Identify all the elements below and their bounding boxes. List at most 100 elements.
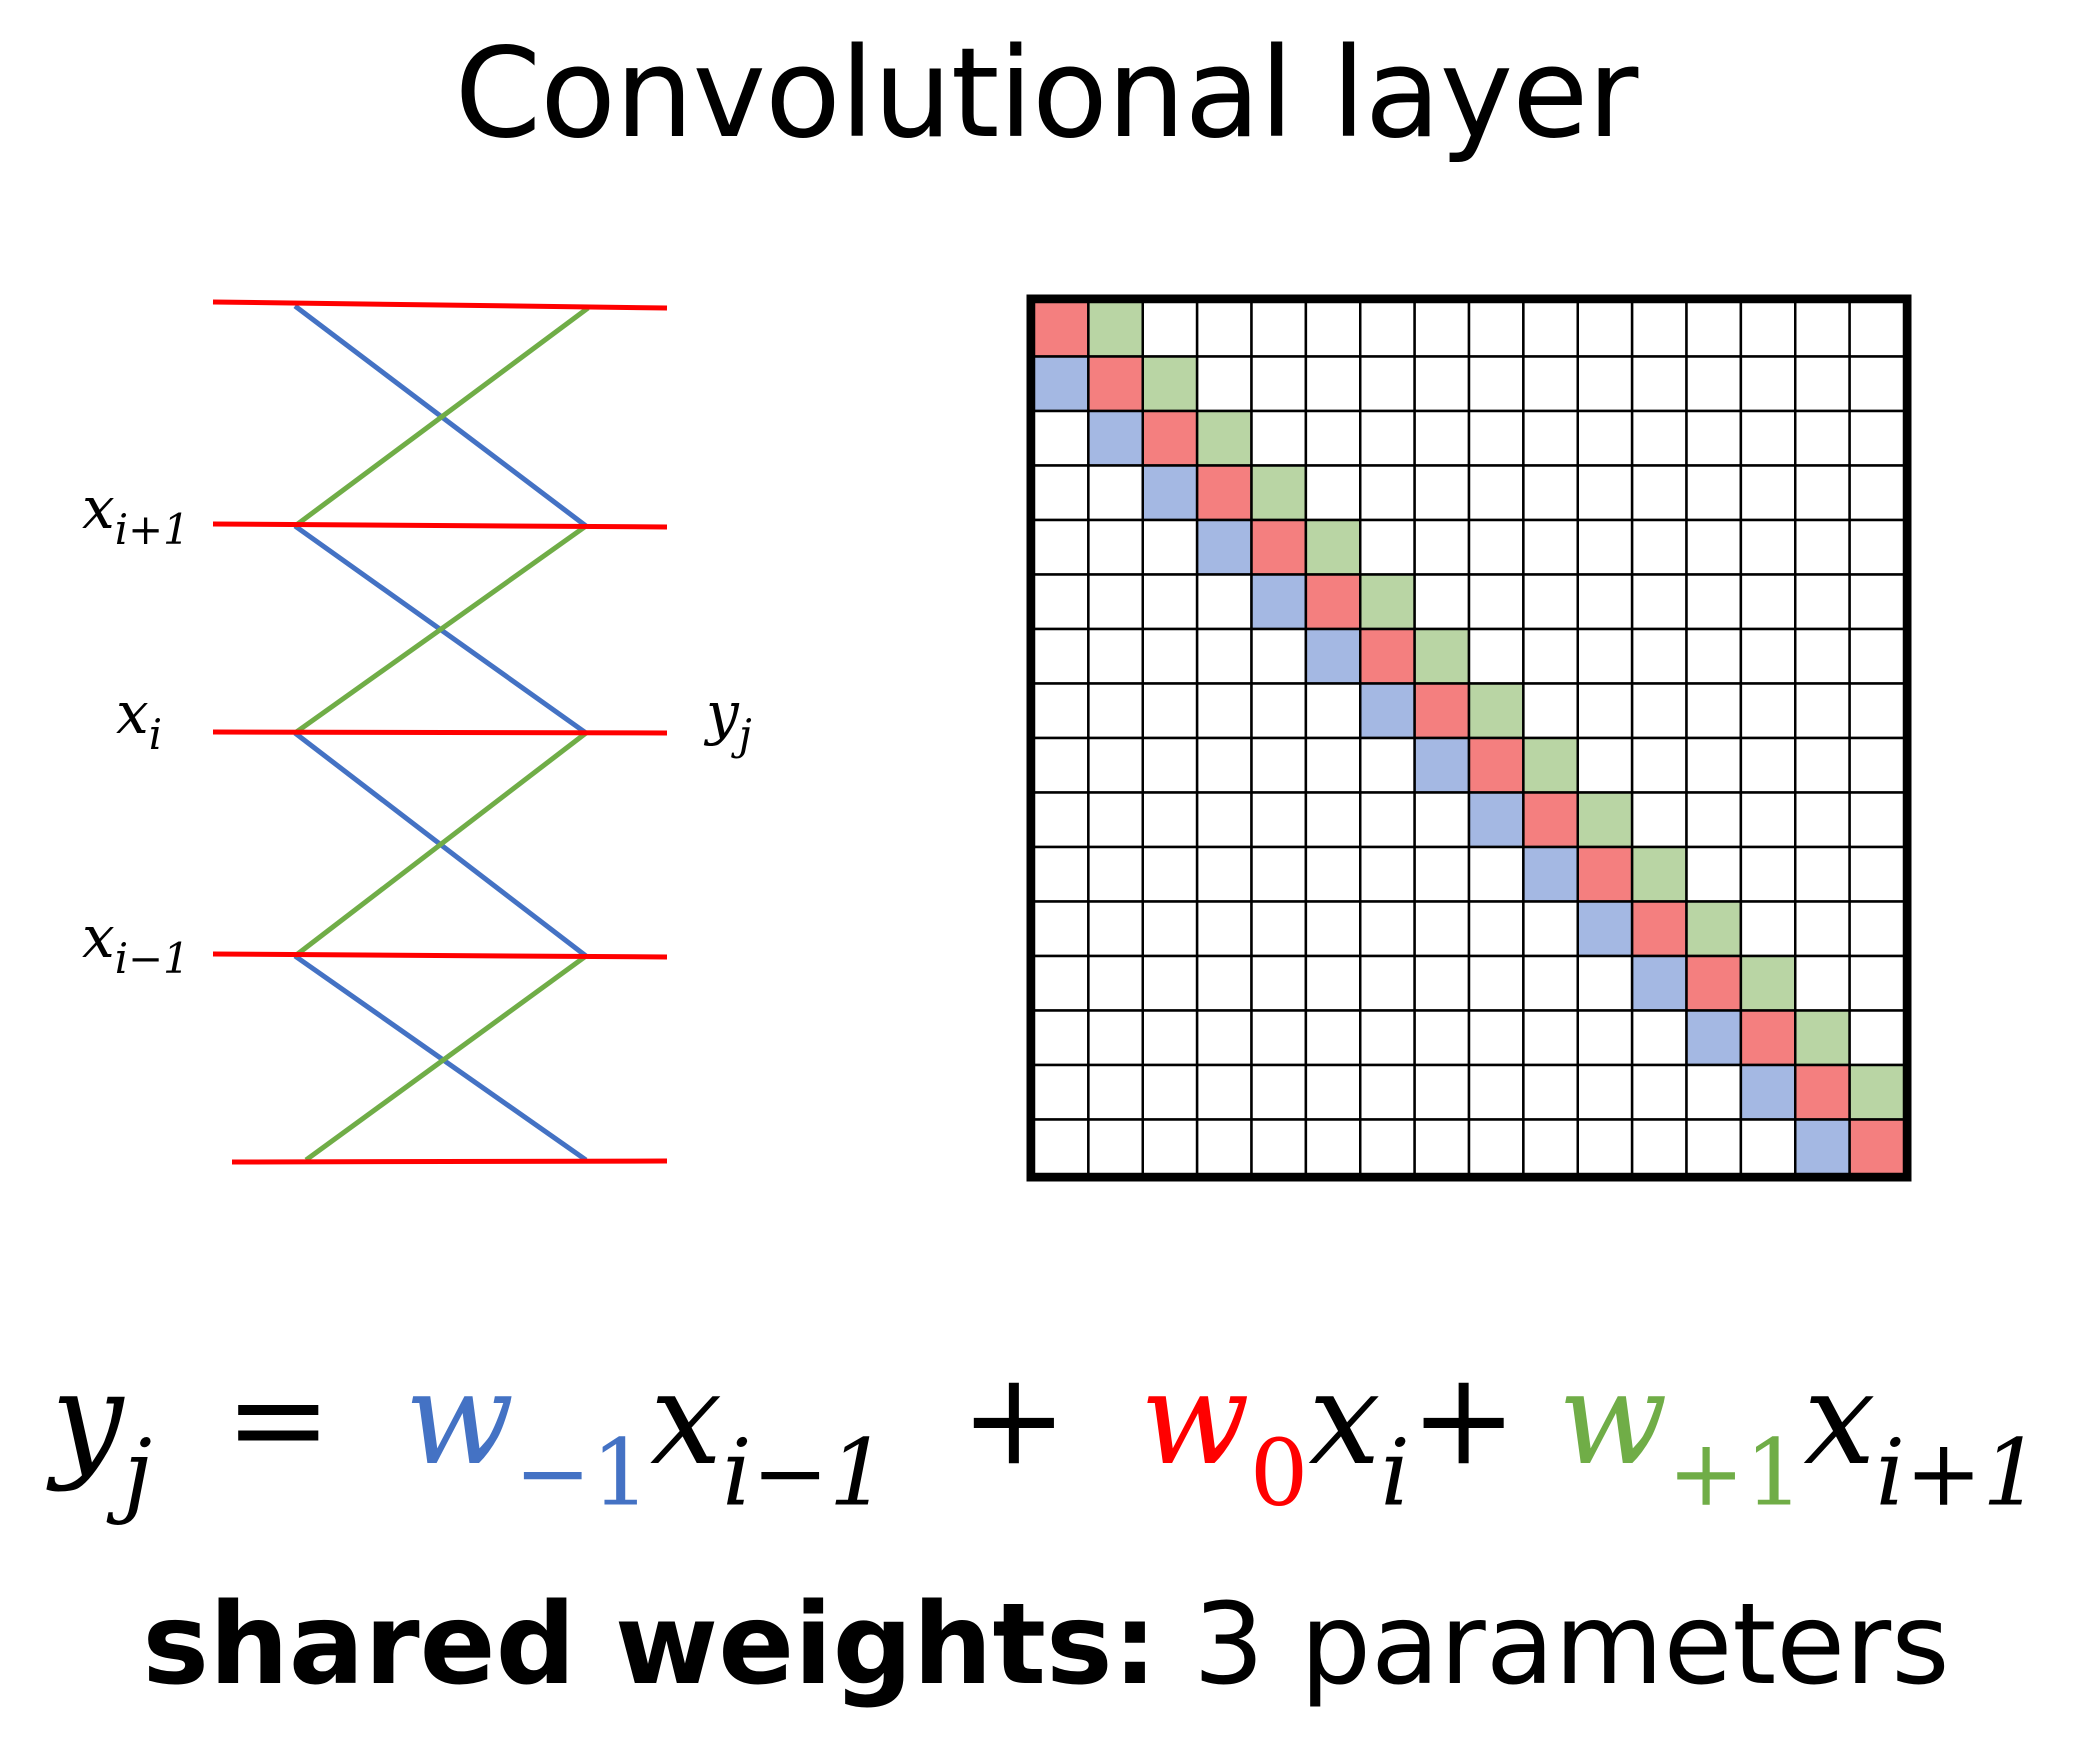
matrix-empty-cell [1739,791,1797,849]
matrix-empty-cell [1304,736,1362,794]
matrix-empty-cell [1576,573,1634,631]
matrix-empty-cell [1359,954,1416,1012]
matrix-empty-cell [1032,573,1090,631]
matrix-empty-cell [1739,409,1797,467]
matrix-empty-cell [1630,355,1688,413]
matrix-empty-cell [1250,409,1308,467]
matrix-empty-cell [1195,355,1253,413]
matrix-empty-cell [1032,736,1090,794]
green-connection [304,953,588,1163]
matrix-empty-cell [1087,845,1144,903]
matrix-empty-cell [1576,464,1634,522]
matrix-empty-cell [1359,409,1416,467]
matrix-empty-cell [1794,409,1851,467]
matrix-empty-cell [1032,464,1090,522]
matrix-empty-cell [1087,518,1144,576]
matrix-empty-cell [1522,355,1579,413]
matrix-weight-cell [1141,464,1199,522]
matrix-empty-cell [1794,682,1851,740]
matrix-empty-cell [1576,1063,1634,1121]
matrix-empty-cell [1087,900,1144,958]
matrix-empty-cell [1304,300,1362,358]
matrix-empty-cell [1467,409,1525,467]
matrix-empty-cell [1250,791,1308,849]
red-connection [212,521,668,530]
matrix-weight-cell [1032,355,1090,413]
equation: yj = w−1xi−1 + w0xi+ w+1xi+1 [0,1345,2092,1526]
matrix-weight-cell [1794,1063,1851,1121]
matrix-empty-cell [1630,409,1688,467]
matrix-empty-cell [1522,627,1579,685]
page-title: Convolutional layer [454,22,1639,166]
eq-x-i-minus1-sub: i−1 [722,1418,888,1527]
eq-lhs-sub: j [123,1418,152,1527]
matrix-empty-cell [1685,573,1743,631]
matrix-empty-cell [1195,1118,1253,1176]
matrix-empty-cell [1685,409,1743,467]
matrix-weight-cell [1250,464,1308,522]
matrix-empty-cell [1794,900,1851,958]
footer-rest: 3 parameters [1193,1580,1950,1710]
matrix-empty-cell [1794,627,1851,685]
matrix-empty-cell [1794,791,1851,849]
matrix-empty-cell [1195,845,1253,903]
matrix-weight-cell [1630,900,1688,958]
matrix-empty-cell [1304,409,1362,467]
red-connection [212,729,668,736]
matrix-empty-cell [1195,573,1253,631]
matrix-weight-cell [1739,954,1797,1012]
matrix-empty-cell [1630,682,1688,740]
matrix-empty-cell [1413,355,1471,413]
matrix-empty-cell [1522,409,1579,467]
green-connection [293,305,590,529]
eq-w-plus1-sub: +1 [1667,1418,1804,1527]
network-diagram: xi+1 xi xi−1 yj [82,299,752,1165]
matrix-weight-cell [1576,900,1634,958]
matrix-empty-cell [1304,1063,1362,1121]
matrix-empty-cell [1630,300,1688,358]
matrix-empty-cell [1032,518,1090,576]
matrix-empty-cell [1576,1009,1634,1067]
matrix-empty-cell [1250,1063,1308,1121]
matrix-empty-cell [1848,409,1906,467]
matrix-empty-cell [1794,355,1851,413]
matrix-empty-cell [1032,900,1090,958]
matrix-weight-cell [1576,845,1634,903]
matrix-empty-cell [1576,300,1634,358]
matrix-weight-cell [1304,573,1362,631]
matrix-weight-cell [1685,954,1743,1012]
matrix-empty-cell [1848,355,1906,413]
matrix-weight-cell [1250,573,1308,631]
matrix-empty-cell [1630,1118,1688,1176]
matrix-weight-cell [1522,845,1579,903]
matrix-empty-cell [1250,682,1308,740]
matrix-empty-cell [1739,573,1797,631]
eq-x-i-minus1: x [650,1345,723,1494]
matrix-empty-cell [1141,1118,1199,1176]
footer-bold: shared weights: [142,1580,1158,1710]
matrix-empty-cell [1359,736,1416,794]
matrix-empty-cell [1685,1118,1743,1176]
matrix-empty-cell [1794,464,1851,522]
matrix-empty-cell [1087,627,1144,685]
matrix-empty-cell [1087,736,1144,794]
matrix-empty-cell [1467,845,1525,903]
matrix-empty-cell [1359,1063,1416,1121]
matrix-empty-cell [1304,1009,1362,1067]
matrix-empty-cell [1794,518,1851,576]
eq-w-plus1: w [1557,1345,1668,1494]
matrix-empty-cell [1250,900,1308,958]
matrix-empty-cell [1685,355,1743,413]
matrix-empty-cell [1522,1009,1579,1067]
matrix-weight-cell [1685,1009,1743,1067]
matrix-empty-cell [1848,736,1906,794]
matrix-empty-cell [1359,355,1416,413]
matrix-empty-cell [1413,845,1471,903]
matrix-empty-cell [1413,300,1471,358]
matrix-weight-cell [1413,627,1471,685]
matrix-empty-cell [1359,1118,1416,1176]
eq-lhs-y: y [51,1345,124,1494]
matrix-empty-cell [1087,1009,1144,1067]
matrix-empty-cell [1522,464,1579,522]
matrix-empty-cell [1032,682,1090,740]
